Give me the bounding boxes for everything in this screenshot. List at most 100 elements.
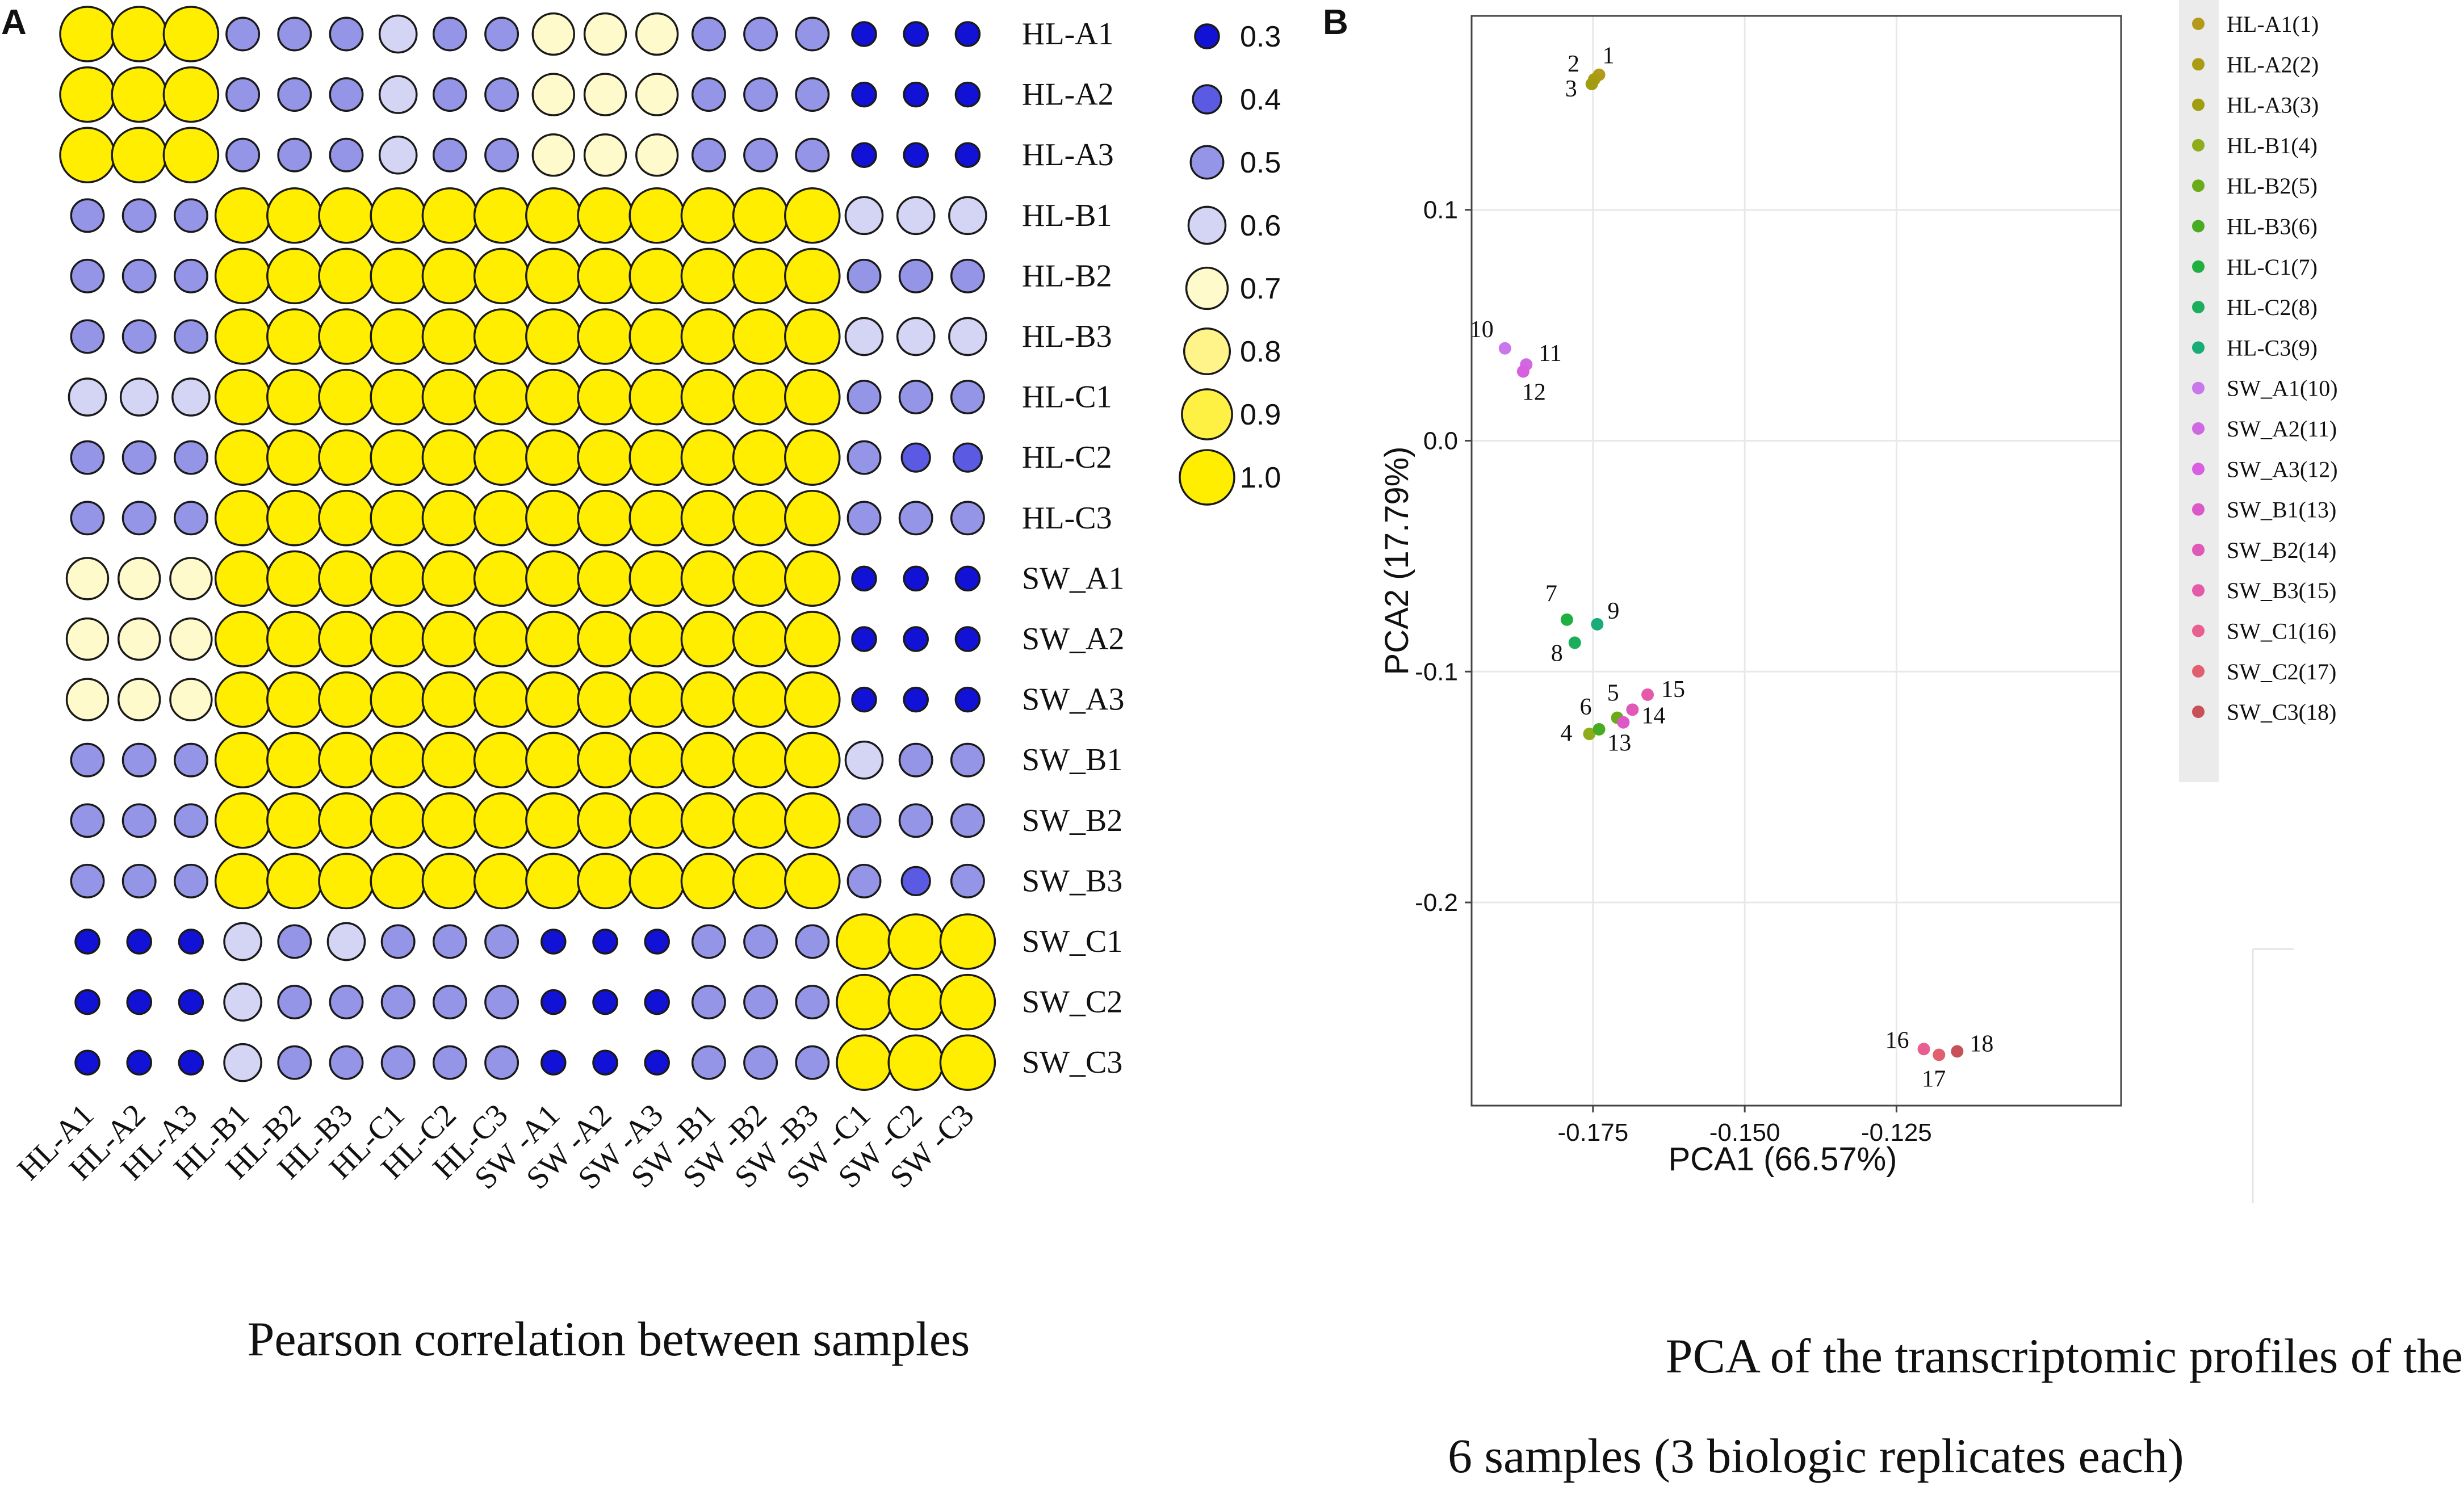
heatmap-cell <box>525 187 582 244</box>
legend-key-dot <box>2192 260 2205 273</box>
heatmap-cell <box>370 671 426 728</box>
heatmap-cell <box>950 258 985 293</box>
legend-label: 0.8 <box>1240 335 1281 368</box>
heatmap-cell <box>318 308 375 365</box>
heatmap-cell <box>225 77 261 112</box>
panel-a-correlation-heatmap: A HL-A1HL-A2HL-A3HL-B1HL-B2HL-B3HL-C1HL-… <box>1 3 1281 1366</box>
heatmap-cell <box>531 133 575 177</box>
pca-point <box>1585 78 1598 90</box>
heatmap-cell <box>378 75 418 114</box>
heatmap-cell <box>950 742 985 778</box>
heatmap-cell <box>525 247 582 305</box>
legend-key-dot <box>2192 138 2205 152</box>
heatmap-cell <box>795 1045 830 1080</box>
heatmap-cell <box>784 187 841 244</box>
heatmap-cell <box>851 565 877 592</box>
heatmap-cell <box>900 866 931 897</box>
heatmap-cell <box>473 490 530 547</box>
heatmap-cell <box>784 852 841 910</box>
panel-a-caption: Pearson correlation between samples <box>248 1312 970 1366</box>
heatmap-cell <box>65 557 110 600</box>
heatmap-cell <box>59 6 116 62</box>
heatmap-cell <box>954 142 981 168</box>
pca-point-label: 8 <box>1551 640 1563 666</box>
heatmap-row-label: HL-A2 <box>1022 77 1114 112</box>
pca-point <box>1626 703 1639 716</box>
heatmap-cell <box>577 732 634 788</box>
legend-key-dot <box>2192 179 2205 192</box>
legend-swatch <box>1187 205 1227 245</box>
heatmap-cell <box>950 501 985 536</box>
heatmap-cell <box>329 77 364 112</box>
heatmap-cell <box>329 16 364 52</box>
heatmap-cell <box>421 732 479 788</box>
heatmap-cell <box>836 1034 892 1091</box>
legend-label: 0.7 <box>1240 272 1281 305</box>
heatmap-cell <box>628 308 685 365</box>
heatmap-cell <box>121 440 157 475</box>
pca-point-label: 2 <box>1568 51 1579 77</box>
heatmap-cell <box>577 429 634 486</box>
heatmap-cell <box>318 671 375 728</box>
legend-label: 0.5 <box>1240 146 1281 179</box>
y-tick-label: 0.1 <box>1423 196 1458 224</box>
pca-legend: HL-A1(1) HL-A2(2) HL-A3(3) HL-B1(4) HL-B2(5)… <box>2179 0 2338 782</box>
heatmap-cell <box>121 742 157 778</box>
heatmap-cell <box>583 73 627 116</box>
heatmap-cell <box>525 490 582 547</box>
heatmap-cell <box>732 671 789 728</box>
heatmap-cell <box>121 198 157 233</box>
legend-key-dot <box>2192 381 2205 394</box>
legend-swatch <box>1179 449 1235 506</box>
heatmap-cell <box>847 440 882 475</box>
heatmap-cell <box>851 626 877 652</box>
legend-entry-label: SW_A2(11) <box>2227 416 2337 442</box>
heatmap-cell <box>732 490 789 547</box>
heatmap-cell <box>680 792 737 849</box>
heatmap-row-label: HL-C2 <box>1022 440 1112 475</box>
heatmap-cell <box>784 550 841 607</box>
heatmap-cell <box>266 852 323 910</box>
pca-point-label: 18 <box>1969 1031 1993 1057</box>
heatmap-cell <box>68 377 107 417</box>
pca-point <box>1617 716 1630 729</box>
heatmap-cell <box>326 922 366 961</box>
heatmap-cell <box>583 133 627 177</box>
legend-key-dot <box>2192 422 2205 435</box>
heatmap-cell <box>691 77 726 112</box>
heatmap-cell <box>162 127 220 183</box>
heatmap-cell <box>680 732 737 788</box>
heatmap-cell <box>795 16 830 52</box>
pca-point-label: 11 <box>1539 341 1561 367</box>
heatmap-row-label: SW_C2 <box>1022 985 1122 1020</box>
heatmap-cell <box>592 989 618 1015</box>
heatmap-cell <box>680 308 737 365</box>
heatmap-cell <box>851 142 877 168</box>
heatmap-cell <box>111 6 167 62</box>
heatmap-cell <box>484 985 519 1020</box>
heatmap-row-label: SW_B3 <box>1022 863 1122 898</box>
heatmap-cell <box>484 924 519 959</box>
heatmap-cell <box>847 803 882 838</box>
heatmap-cell <box>473 308 530 365</box>
y-tick-label: -0.2 <box>1415 889 1458 917</box>
legend-entry-label: SW_C1(16) <box>2227 619 2336 644</box>
heatmap-cell <box>954 81 981 108</box>
heatmap-cell <box>318 550 375 607</box>
heatmap-cell <box>954 626 981 652</box>
heatmap-cell <box>318 852 375 910</box>
heatmap-cell <box>954 686 981 713</box>
heatmap-cell <box>162 66 220 123</box>
heatmap-cell <box>223 1043 262 1082</box>
heatmap-cell <box>329 985 364 1020</box>
heatmap-cell <box>743 924 778 959</box>
heatmap-cell <box>225 137 261 173</box>
pca-point-label: 17 <box>1922 1066 1946 1093</box>
heatmap-cell <box>577 550 634 607</box>
pca-point <box>1951 1045 1964 1058</box>
legend-key-dot <box>2192 705 2205 719</box>
heatmap-cell <box>577 308 634 365</box>
heatmap-row-label: HL-C1 <box>1022 380 1112 415</box>
heatmap-cell <box>421 368 479 426</box>
heatmap-cell <box>577 611 634 667</box>
